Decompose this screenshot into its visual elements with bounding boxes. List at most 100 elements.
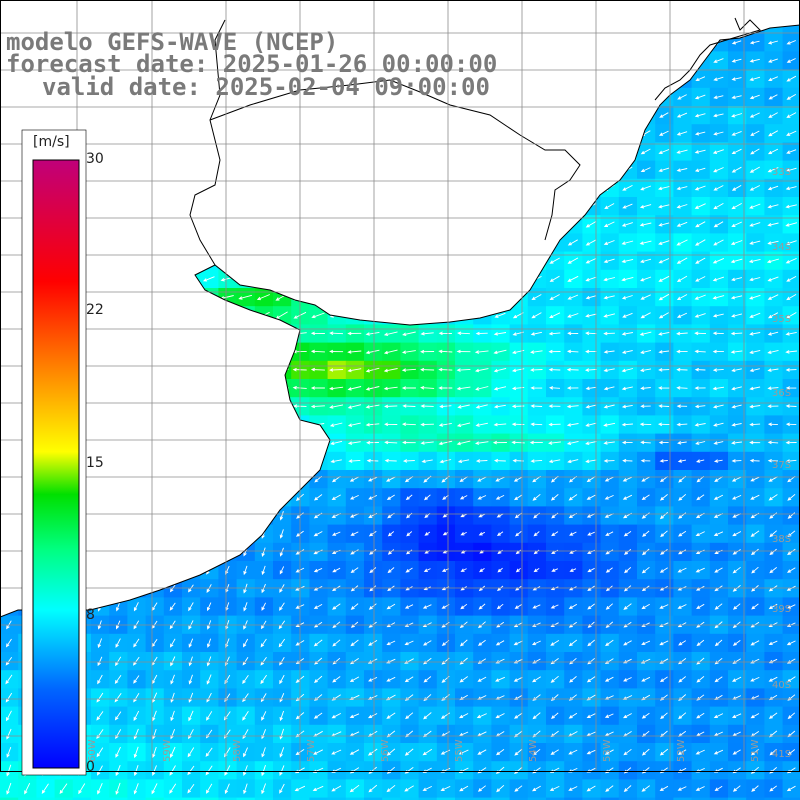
- field-cell: [509, 87, 529, 107]
- wind-arrow: [475, 277, 488, 282]
- field-cell: [782, 797, 800, 800]
- wind-arrow: [676, 367, 688, 372]
- field-cell: [436, 197, 456, 216]
- field-cell: [455, 288, 474, 307]
- field-cell: [91, 379, 110, 398]
- wind-arrow: [188, 474, 194, 485]
- wind-arrow: [261, 783, 267, 795]
- wind-arrow: [438, 440, 453, 446]
- wind-arrow: [787, 512, 796, 519]
- wind-arrow: [348, 221, 360, 228]
- wind-arrow: [531, 112, 542, 118]
- wind-arrow: [59, 783, 68, 795]
- wind-arrow: [94, 184, 105, 191]
- field-cell: [145, 360, 165, 380]
- wind-arrow: [532, 785, 541, 792]
- wind-arrow: [129, 368, 142, 373]
- field-cell: [109, 142, 128, 161]
- wind-arrow: [368, 531, 377, 537]
- field-cell: [182, 160, 201, 180]
- wind-arrow: [712, 386, 725, 391]
- field-cell: [400, 124, 419, 143]
- wind-arrow: [514, 748, 523, 756]
- field-cell: [382, 233, 401, 252]
- field-cell: [655, 51, 674, 70]
- wind-arrow: [475, 331, 488, 336]
- field-cell: [109, 306, 128, 325]
- field-cell: [0, 324, 19, 343]
- wind-arrow: [621, 422, 633, 427]
- field-cell: [582, 124, 601, 143]
- wind-arrow: [387, 549, 395, 555]
- wind-arrow: [767, 458, 779, 463]
- field-cell: [455, 160, 474, 180]
- field-cell: [600, 51, 620, 70]
- wind-arrow: [458, 149, 469, 154]
- field-cell: [145, 797, 165, 800]
- field-cell: [145, 470, 165, 489]
- wind-arrow: [2, 240, 15, 245]
- wind-arrow: [260, 474, 267, 484]
- wind-arrow: [659, 658, 669, 664]
- wind-arrow: [457, 294, 470, 300]
- wind-arrow: [658, 149, 670, 154]
- field-cell: [163, 360, 183, 380]
- wind-arrow: [130, 294, 142, 300]
- wind-arrow: [604, 676, 614, 682]
- field-cell: [254, 360, 274, 380]
- wind-arrow: [787, 567, 796, 573]
- wind-arrow: [785, 240, 797, 245]
- wind-arrow: [329, 294, 343, 300]
- wind-arrow: [169, 638, 176, 648]
- wind-arrow: [256, 404, 270, 409]
- wind-arrow: [549, 149, 560, 154]
- field-cell: [145, 233, 165, 252]
- field-cell: [18, 87, 37, 107]
- wind-arrow: [331, 221, 342, 228]
- wind-arrow: [585, 404, 597, 409]
- wind-arrow: [548, 331, 561, 336]
- wind-arrow: [494, 76, 506, 81]
- wind-arrow: [40, 112, 50, 118]
- wind-arrow: [750, 476, 760, 482]
- wind-arrow: [94, 166, 105, 173]
- wind-arrow: [750, 548, 759, 556]
- wind-arrow: [604, 25, 614, 27]
- wind-arrow: [274, 331, 289, 336]
- wind-arrow: [6, 602, 12, 612]
- wind-arrow: [475, 459, 488, 463]
- wind-arrow: [279, 674, 285, 685]
- wind-arrow: [439, 459, 452, 464]
- wind-arrow: [439, 203, 451, 209]
- wind-arrow: [203, 459, 214, 463]
- wind-arrow: [767, 440, 779, 445]
- wind-arrow: [731, 40, 742, 45]
- wind-arrow: [152, 710, 157, 722]
- wind-arrow: [224, 511, 231, 520]
- wind-arrow: [477, 785, 486, 792]
- wind-arrow: [533, 531, 540, 537]
- wind-arrow: [531, 149, 542, 154]
- field-cell: [200, 324, 219, 343]
- field-cell: [273, 470, 292, 489]
- wind-arrow: [152, 746, 157, 758]
- wind-arrow: [6, 782, 12, 795]
- field-cell: [509, 178, 529, 198]
- wind-arrow: [187, 765, 195, 776]
- wind-arrow: [785, 222, 798, 227]
- wind-arrow: [787, 749, 796, 756]
- wind-arrow: [385, 294, 397, 300]
- field-cell: [91, 197, 110, 216]
- field-cell: [309, 251, 328, 271]
- field-cell: [145, 124, 165, 143]
- field-cell: [109, 160, 128, 180]
- wind-arrow: [148, 240, 161, 245]
- wind-arrow: [567, 294, 579, 300]
- wind-arrow: [749, 240, 761, 245]
- wind-arrow: [621, 386, 633, 391]
- wind-arrow: [3, 203, 15, 209]
- wind-arrow: [442, 513, 449, 518]
- wind-arrow: [749, 294, 761, 300]
- wind-arrow: [567, 239, 578, 246]
- wind-arrow: [115, 765, 121, 777]
